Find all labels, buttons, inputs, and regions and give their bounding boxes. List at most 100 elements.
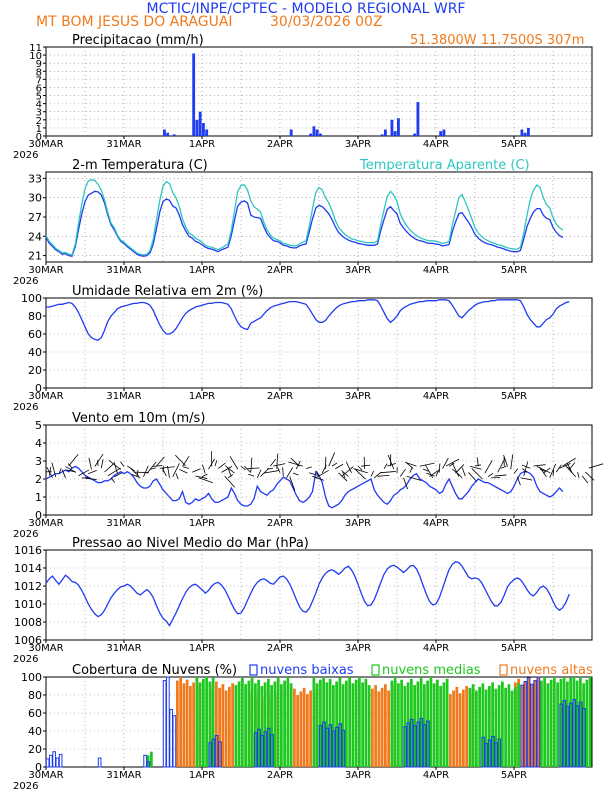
precip-bar [309,134,312,136]
cloud-bar-mid [433,683,436,767]
cloud-bar-mid [368,685,371,767]
pres-ytick-label: 1010 [14,598,42,611]
pres-xtick-label: 1APR [189,643,215,654]
wind-ytick-label: 3 [35,455,42,468]
temp-xtick-label: 4APR [423,265,449,276]
rh-ytick-label: 20 [28,364,42,377]
cloud-bar-mid [553,677,556,767]
legend-swatch-1 [372,665,379,675]
cloud-bar-mid [504,688,507,767]
clouds-ytick-label: 100 [21,671,42,684]
cloud-bar-high [456,687,459,767]
cloud-bar-mid [361,682,364,767]
precip-bar [173,134,176,136]
wind-xtick-label: 30MAR [28,518,63,529]
location-label: MT BOM JESUS DO ARAGUAI [36,14,233,30]
pres-title: Pressao ao Nivel Medio do Mar (hPa) [72,536,309,551]
precip-xtick-label: 4APR [423,139,449,150]
clouds-xtick-label: 4APR [423,770,449,781]
cloud-bar-high [309,691,312,768]
wind-arrow [267,469,273,470]
precip-title: Precipitacao (mm/h) [72,33,204,48]
cloud-bar-mid [199,682,202,767]
pres-xtick-label: 30MAR [28,643,63,654]
precip-bar [443,130,446,136]
cloud-bar-high [293,689,296,767]
clouds-xtick-label: 1APR [189,770,215,781]
precip-bar [527,128,530,136]
cloud-bar-mid [469,688,472,767]
precip-xtick-label: 3APR [345,139,371,150]
cloud-bar-mid [436,680,439,767]
cloud-bar-mid [280,684,283,767]
precip-xtick-label: 2APR [267,139,293,150]
clouds-xtick-label: 31MAR [106,770,141,781]
wind-ytick-label: 5 [35,419,42,432]
cloud-bar-mid [316,683,319,767]
cloud-bar-high [176,681,179,767]
legend-label-2: nuvens altas [510,663,593,678]
clouds-xtick-label: 5APR [501,770,527,781]
rh-ytick-label: 60 [28,328,42,341]
cloud-bar-mid [205,677,208,767]
wind-xtick-label: 4APR [423,518,449,529]
cloud-bar-mid [547,683,550,767]
cloud-bar-high [387,691,390,768]
cloud-bar-mid [274,682,277,768]
precip-bar [391,120,394,136]
precip-bar [381,134,384,136]
cloud-bar-high [452,691,455,768]
cloud-bar-mid [391,681,394,767]
pres-ytick-label: 1012 [14,580,42,593]
precip-bar [439,131,442,136]
cloud-bar-high [179,677,182,767]
cloud-bar-mid [478,687,481,767]
cloud-bar-high [222,684,225,767]
precip-ytick-label: 11 [29,43,42,54]
cloud-bar-high [183,683,186,767]
cloud-bar-mid [511,691,514,768]
pres-ytick-label: 1016 [14,544,42,557]
rh-ytick-label: 100 [21,292,42,305]
legend-label-1: nuvens medias [382,663,481,678]
precip-bar [202,123,205,136]
clouds-ytick-label: 40 [28,725,42,738]
cloud-bar-mid [543,677,546,767]
precip-bar [319,134,322,136]
wind-xtick-label: 1APR [189,518,215,529]
precip-xtick-label: 30MAR [28,139,63,150]
precip-bar [521,130,524,136]
cloud-bar-mid [589,677,592,767]
precip-bar [163,130,166,136]
rh-xtick-label: 30MAR [28,391,63,402]
precip-xtick-label: 31MAR [106,139,141,150]
rh-ytick-label: 80 [28,310,42,323]
precip-bar [290,130,293,136]
temp-xtick-label: 2APR [267,265,293,276]
rh-xtick-label: 1APR [189,391,215,402]
cloud-bar-mid [517,683,520,767]
cloud-bar-mid [439,686,442,767]
temp-ytick-label: 30 [28,192,42,205]
pres-xtick-label: 4APR [423,643,449,654]
cloud-bar-mid [365,679,368,767]
cloud-bar-high [186,680,189,767]
pres-ytick-label: 1014 [14,562,42,575]
cloud-bar-high [465,686,468,767]
cloud-bar-mid [397,683,400,767]
run-label: 30/03/2026 00Z [270,14,383,30]
rh-xtick-label: 4APR [423,391,449,402]
cloud-bar-high [192,682,195,767]
pres-xtick-label: 5APR [501,643,527,654]
cloud-bar-high [225,691,228,768]
cloud-bar-mid [475,691,478,768]
rh-year-label: 2026 [13,402,38,413]
precip-bar [413,134,416,136]
temp-title2: Temperatura Aparente (C) [359,158,530,173]
cloud-bar-high [303,688,306,767]
wind-ytick-label: 1 [35,491,42,504]
rh-xtick-label: 3APR [345,391,371,402]
precip-xtick-label: 1APR [189,139,215,150]
temp-ytick-label: 24 [28,230,42,243]
rh-xtick-label: 2APR [267,391,293,402]
